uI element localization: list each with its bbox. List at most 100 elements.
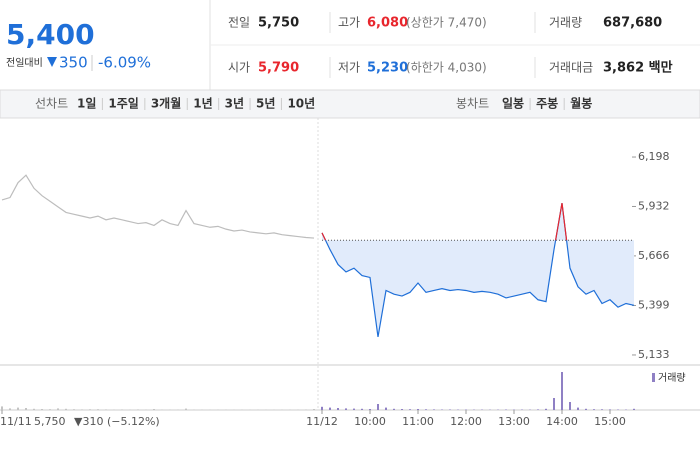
volume-bar	[633, 408, 635, 410]
change-pct: -6.09%	[98, 54, 151, 72]
stat-value: 687,680	[603, 16, 662, 31]
x-tick-label: 11/11	[0, 415, 32, 428]
volume-bar	[89, 409, 91, 410]
volume-bar	[105, 409, 107, 410]
period-tab[interactable]: 주봉	[536, 97, 558, 111]
tab-bar	[0, 89, 700, 119]
volume-bar	[537, 409, 539, 410]
stat-label: 고가	[338, 16, 360, 30]
tab-label: 선차트	[35, 97, 68, 111]
volume-bar	[433, 409, 435, 410]
volume-bar	[569, 402, 571, 410]
period-tab[interactable]: 10년	[287, 97, 315, 111]
stat-value: 5,750	[258, 16, 299, 31]
stat-value: 5,230	[367, 61, 408, 76]
volume-bar	[377, 404, 379, 410]
volume-bar	[345, 408, 347, 410]
volume-bar	[585, 408, 587, 410]
period-tab[interactable]: 일봉	[502, 97, 524, 111]
volume-bar	[553, 398, 555, 410]
x-tick-label: 11/12	[306, 415, 338, 428]
x-tick-label: 15:00	[594, 415, 626, 428]
period-tab[interactable]: 3년	[225, 97, 244, 111]
volume-bar	[185, 408, 187, 410]
price-line	[321, 203, 635, 338]
volume-bar	[153, 409, 155, 410]
period-tab[interactable]: 1일	[77, 97, 96, 111]
volume-bar	[337, 408, 339, 410]
volume-bar	[17, 407, 19, 410]
volume-bar	[1, 406, 3, 410]
x-tick-label: 13:00	[498, 415, 530, 428]
y-tick-label: 5,399	[638, 299, 670, 312]
stat-value: 5,790	[258, 61, 299, 76]
volume-bar	[425, 409, 427, 410]
stat-label: 거래대금	[549, 61, 593, 75]
volume-bar	[49, 409, 51, 410]
volume-bar	[449, 409, 451, 410]
volume-bar	[417, 409, 419, 410]
volume-bar	[401, 409, 403, 410]
x-tick-label: 14:00	[546, 415, 578, 428]
change-label: 전일대비	[6, 57, 43, 69]
volume-bar	[369, 409, 371, 410]
volume-bar	[601, 409, 603, 410]
stat-value: 3,862 백만	[603, 60, 673, 76]
volume-bar	[609, 409, 611, 410]
y-tick-label: 5,133	[638, 348, 670, 361]
volume-bar	[385, 407, 387, 410]
volume-bar	[577, 407, 579, 410]
volume-bar	[353, 408, 355, 410]
change: 350	[59, 54, 88, 72]
volume-bar	[561, 372, 563, 410]
volume-bar	[593, 409, 595, 410]
period-tab[interactable]: 3개월	[151, 96, 181, 111]
area	[322, 203, 634, 337]
legend-swatch	[652, 373, 655, 382]
volume-bar	[65, 408, 67, 410]
volume-bar	[33, 408, 35, 410]
volume-legend: 거래량	[658, 372, 686, 384]
volume-bar	[313, 409, 315, 410]
period-tab[interactable]: 1주일	[108, 97, 138, 111]
y-tick-label: 6,198	[638, 150, 670, 163]
volume-bar	[73, 409, 75, 410]
volume-bar	[57, 408, 59, 410]
x-tick-label: 12:00	[450, 415, 482, 428]
volume-bar	[81, 409, 83, 410]
volume-bar	[25, 408, 27, 410]
tab-label: 봉차트	[456, 97, 489, 111]
stat-value: 6,080	[367, 16, 408, 31]
volume-bar	[121, 409, 123, 410]
stat-label: 저가	[338, 61, 360, 75]
volume-bar	[41, 409, 43, 410]
x-tick-label: 10:00	[354, 415, 386, 428]
volume-bar	[329, 407, 331, 410]
stat-note: (상한가 7,470)	[406, 16, 487, 30]
volume-bar	[409, 409, 411, 410]
stat-label: 전일	[228, 16, 250, 30]
volume-bar	[137, 409, 139, 410]
price-line	[1, 174, 315, 239]
prev-change: ▼310 (−5.12%)	[74, 415, 160, 428]
period-tab[interactable]: 5년	[256, 97, 275, 111]
x-tick-label: 11:00	[402, 415, 434, 428]
period-tab[interactable]: 1년	[193, 97, 212, 111]
volume-bar	[393, 408, 395, 410]
period-tab[interactable]: 월봉	[570, 96, 592, 111]
stat-note: (하한가 4,030)	[406, 61, 487, 75]
stat-label: 거래량	[549, 16, 582, 30]
stat-label: 시가	[228, 61, 250, 75]
y-tick-label: 5,932	[638, 199, 670, 212]
y-tick-label: 5,666	[638, 249, 670, 262]
down-icon	[47, 57, 57, 67]
volume-bar	[305, 409, 307, 410]
volume-bar	[97, 409, 99, 410]
volume-bar	[9, 408, 11, 410]
volume-bar	[321, 406, 323, 410]
price: 5,400	[6, 18, 95, 51]
prev-close: 5,750	[34, 415, 66, 428]
volume-bar	[361, 408, 363, 410]
volume-bar	[545, 408, 547, 410]
